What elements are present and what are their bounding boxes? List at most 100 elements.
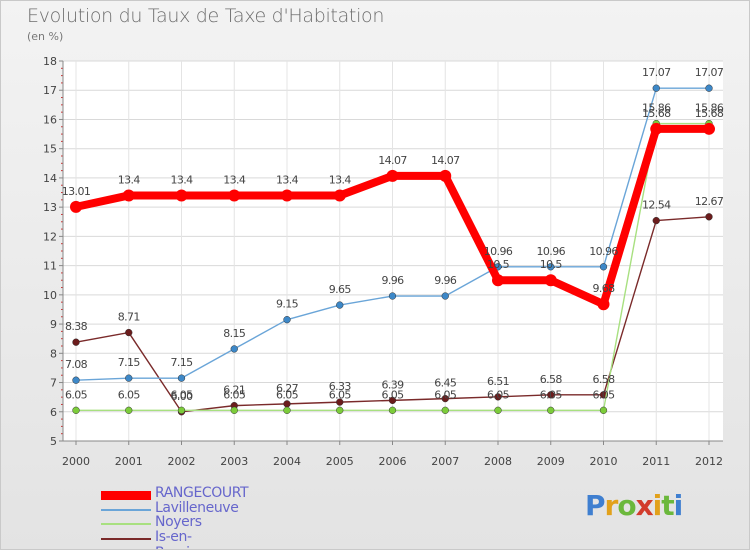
data-label: 10.96 — [484, 245, 513, 258]
data-label: 9.15 — [276, 298, 299, 311]
legend-swatch — [101, 508, 151, 511]
y-tick-label: 12 — [43, 230, 57, 243]
data-point — [599, 406, 608, 414]
data-label: 8.15 — [223, 327, 246, 340]
logo-letter: i — [673, 489, 684, 522]
data-point — [177, 374, 186, 382]
legend-label: Noyers — [155, 514, 202, 530]
data-point — [122, 189, 135, 202]
data-label: 6.05 — [170, 388, 193, 401]
data-point — [336, 398, 344, 406]
data-label: 8.71 — [118, 311, 140, 324]
x-tick-label: 2003 — [220, 455, 248, 468]
data-point — [386, 169, 399, 182]
data-point — [388, 396, 397, 405]
y-tick-label: 10 — [43, 289, 57, 302]
data-point — [439, 169, 452, 182]
data-label: 6.27 — [276, 382, 299, 395]
data-label: 6.05 — [223, 388, 246, 401]
x-tick-label: 2008 — [484, 455, 512, 468]
data-point — [494, 393, 502, 401]
data-label: 6.05 — [487, 388, 510, 401]
data-label: 6.51 — [487, 375, 509, 388]
y-tick-label: 17 — [43, 84, 57, 97]
y-tick-label: 18 — [43, 55, 57, 68]
x-tick-label: 2007 — [431, 455, 459, 468]
data-label: 6.05 — [592, 388, 615, 401]
data-point — [544, 274, 557, 287]
data-point — [441, 292, 449, 300]
data-label: 6.05 — [65, 388, 88, 401]
x-tick-label: 2010 — [590, 455, 618, 468]
data-point — [652, 84, 660, 92]
data-point — [177, 406, 186, 414]
data-point — [336, 406, 344, 414]
data-point — [283, 316, 291, 324]
data-label: 14.07 — [378, 154, 407, 167]
data-label: 17.07 — [695, 66, 724, 79]
y-tick-label: 9 — [50, 318, 57, 331]
data-label: 15.86 — [695, 102, 724, 115]
x-tick-label: 2002 — [168, 455, 196, 468]
x-tick-label: 2005 — [326, 455, 354, 468]
legend-label: Lavilleneuve — [155, 499, 239, 516]
y-tick-label: 14 — [43, 172, 57, 185]
x-tick-label: 2006 — [379, 455, 407, 468]
data-label: 13.4 — [170, 173, 193, 186]
data-label: 6.05 — [329, 388, 352, 401]
data-label: 13.4 — [223, 173, 246, 186]
x-tick-label: 2009 — [537, 455, 565, 468]
data-label: 10.5 — [487, 258, 510, 271]
data-label: 7.15 — [118, 356, 141, 369]
data-point — [283, 400, 291, 408]
data-label: 6.21 — [223, 384, 245, 397]
y-tick-label: 15 — [43, 143, 57, 156]
data-label: 10.96 — [537, 245, 566, 258]
data-label: 6.05 — [118, 388, 141, 401]
legend-label: RANGECOURT — [155, 485, 249, 501]
data-point — [333, 189, 346, 202]
data-label: 8.38 — [65, 320, 88, 333]
logo-letter: i — [652, 489, 663, 522]
logo-letter: P — [585, 489, 606, 522]
legend-swatch — [101, 523, 151, 525]
logo-letter: o — [617, 489, 636, 522]
data-point — [705, 84, 713, 92]
data-label: 10.96 — [589, 245, 618, 258]
data-point — [441, 394, 449, 403]
data-point — [283, 406, 291, 414]
x-tick-label: 2000 — [62, 455, 90, 468]
data-label: 6.05 — [540, 388, 563, 401]
data-label: 9.68 — [592, 282, 615, 295]
data-label: 15.86 — [642, 102, 671, 115]
data-point — [492, 274, 504, 287]
data-label: 6.05 — [381, 388, 404, 401]
legend-swatch — [101, 537, 151, 540]
data-point — [547, 406, 555, 414]
y-tick-label: 13 — [43, 201, 57, 214]
data-label: 9.65 — [329, 283, 352, 296]
logo-letter: t — [661, 489, 674, 522]
data-point — [494, 406, 502, 414]
y-tick-label: 7 — [50, 377, 57, 390]
data-point — [125, 374, 133, 382]
data-label: 13.01 — [62, 185, 91, 198]
data-point — [441, 406, 449, 414]
data-label: 13.4 — [118, 173, 141, 186]
data-label: 6.00 — [170, 390, 193, 403]
data-point — [228, 189, 241, 202]
data-label: 12.67 — [695, 195, 724, 208]
data-label: 7.08 — [65, 358, 88, 371]
data-point — [547, 263, 555, 271]
data-label: 12.54 — [642, 199, 671, 212]
legend-label: Is-en-Bassigny — [155, 528, 215, 550]
data-point — [388, 292, 397, 300]
data-point — [388, 406, 397, 414]
data-point — [705, 213, 713, 221]
data-point — [703, 122, 715, 135]
data-label: 6.05 — [276, 388, 299, 401]
data-point — [281, 189, 293, 202]
y-tick-label: 16 — [43, 113, 57, 126]
